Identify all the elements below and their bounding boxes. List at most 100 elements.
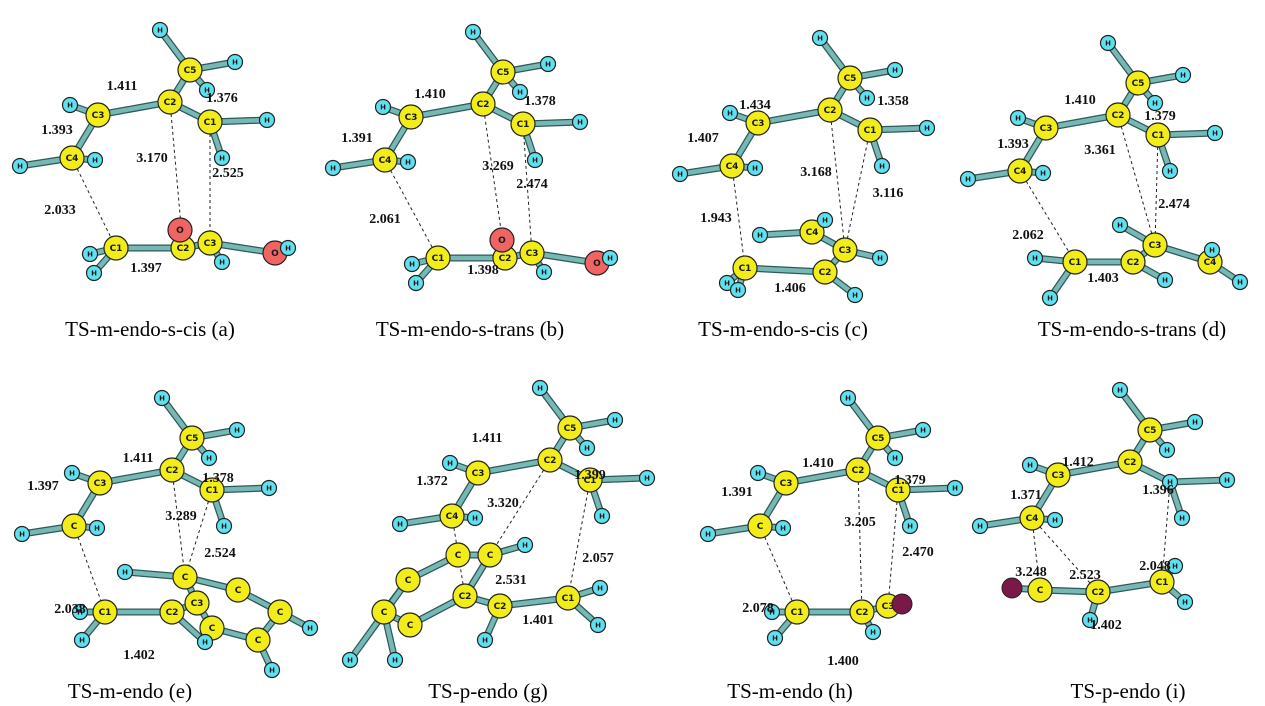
atom-label: C2 <box>459 592 472 602</box>
atom-label: C2 <box>477 100 490 110</box>
atom-label: C3 <box>472 469 485 479</box>
atom-label: C <box>277 608 284 618</box>
atom-label: O <box>593 259 601 269</box>
atom-label: H <box>67 102 73 110</box>
atom-label: H <box>541 269 547 277</box>
atom-label: H <box>780 525 786 533</box>
atom-label: H <box>870 629 876 637</box>
bond-distance: 2.048 <box>1139 559 1171 574</box>
atom-label: H <box>221 523 227 531</box>
atom-label: H <box>79 637 85 645</box>
atom-label: C1 <box>517 120 530 130</box>
atom-label: H <box>532 157 538 165</box>
atom-label: C3 <box>839 246 852 256</box>
atom-label: H <box>892 455 898 463</box>
atom-label: C3 <box>1052 471 1065 481</box>
atom-label: C3 <box>94 479 107 489</box>
atom-label: C1 <box>1069 258 1082 268</box>
atom-label: H <box>879 163 885 171</box>
bond-distance: 1.406 <box>774 281 806 296</box>
atom-label: C2 <box>544 456 557 466</box>
atom-label: C <box>255 636 262 646</box>
atom-label: C5 <box>844 74 857 84</box>
bond-distance: 1.391 <box>341 131 373 146</box>
atom-label: H <box>264 117 270 125</box>
atom-label: O <box>271 249 279 259</box>
atom-label: C3 <box>204 239 217 249</box>
atom-label: H <box>157 27 163 35</box>
bond-distance: 1.410 <box>414 87 446 102</box>
atom-label: C3 <box>1149 241 1162 251</box>
atom-label: C2 <box>177 244 190 254</box>
atom-label: H <box>1015 115 1021 123</box>
atom-label: H <box>1152 100 1158 108</box>
atom-label: H <box>852 292 858 300</box>
bond-distance: 1.399 <box>574 468 606 483</box>
caption: TS-m-endo-s-cis (c) <box>698 317 868 341</box>
atom-label: C1 <box>110 244 123 254</box>
bond-distance: 2.525 <box>212 166 244 181</box>
atom-label: C4 <box>379 156 392 166</box>
caption: TS-m-endo-s-trans (b) <box>376 317 564 341</box>
caption: TS-p-endo (i) <box>1071 679 1186 703</box>
bond-distance: 1.371 <box>1010 488 1042 503</box>
atom-label: H <box>845 395 851 403</box>
atom-label: C3 <box>191 599 204 609</box>
atom-label: H <box>266 485 272 493</box>
bond-distance: 2.474 <box>1158 197 1190 212</box>
caption: TS-m-endo-s-trans (d) <box>1038 317 1226 341</box>
atom-label: H <box>977 523 983 531</box>
bond-distance: 3.289 <box>165 509 197 524</box>
atom-label: C4 <box>1204 258 1217 268</box>
atom-label: H <box>206 455 212 463</box>
atom-label: C1 <box>99 608 112 618</box>
atom-label: H <box>612 417 618 425</box>
atom-label: H <box>877 255 883 263</box>
atom-label: C2 <box>499 254 512 264</box>
bond-distance: 1.393 <box>41 123 73 138</box>
bond-distance: 2.038 <box>54 602 86 617</box>
bond-distance: 1.358 <box>877 94 909 109</box>
atom-label: H <box>409 261 415 269</box>
atom-label: H <box>772 635 778 643</box>
bond <box>1170 480 1227 482</box>
bond-distance: 1.402 <box>1090 618 1122 633</box>
atom-label: C <box>182 573 189 583</box>
bond-distance: 1.372 <box>416 474 448 489</box>
atom-label: C1 <box>204 118 217 128</box>
atom-label: H <box>447 460 453 468</box>
caption: TS-p-endo (g) <box>428 679 548 703</box>
atom-label: H <box>892 67 898 75</box>
atom-label: C2 <box>166 608 179 618</box>
atom-label: H <box>1179 515 1185 523</box>
atom-label: H <box>755 470 761 478</box>
atom-label: C5 <box>186 434 199 444</box>
atom-label: H <box>234 427 240 435</box>
bond-distance: 1.412 <box>1062 455 1094 470</box>
atom-label: C2 <box>856 608 869 618</box>
atom-label: C3 <box>526 249 539 259</box>
atom-label: O <box>498 236 506 246</box>
atom-label: H <box>94 525 100 533</box>
bond-distance: 3.248 <box>1015 565 1047 580</box>
bond-distance: 1.398 <box>467 263 499 278</box>
atom-label: C <box>487 551 494 561</box>
bond-distance: 2.033 <box>44 203 76 218</box>
bond-distance: 3.320 <box>487 496 519 511</box>
atom-label: C2 <box>1092 588 1105 598</box>
atom-label: H <box>1209 247 1215 255</box>
atom-label: H <box>269 667 275 675</box>
bond-distance: 3.170 <box>136 151 168 166</box>
bond-distance: 1.411 <box>472 431 503 446</box>
atom-label: H <box>91 270 97 278</box>
atom-label: H <box>1047 295 1053 303</box>
atom-label: H <box>577 119 583 127</box>
bond-distance: 1.379 <box>894 473 926 488</box>
bond-distance: 1.391 <box>721 485 753 500</box>
bond-distance: 2.524 <box>204 546 236 561</box>
atom <box>892 594 912 614</box>
atom-label: C <box>407 621 414 631</box>
atom-label: C5 <box>184 66 197 76</box>
atom-label: H <box>219 259 225 267</box>
atom-label: C5 <box>497 68 510 78</box>
